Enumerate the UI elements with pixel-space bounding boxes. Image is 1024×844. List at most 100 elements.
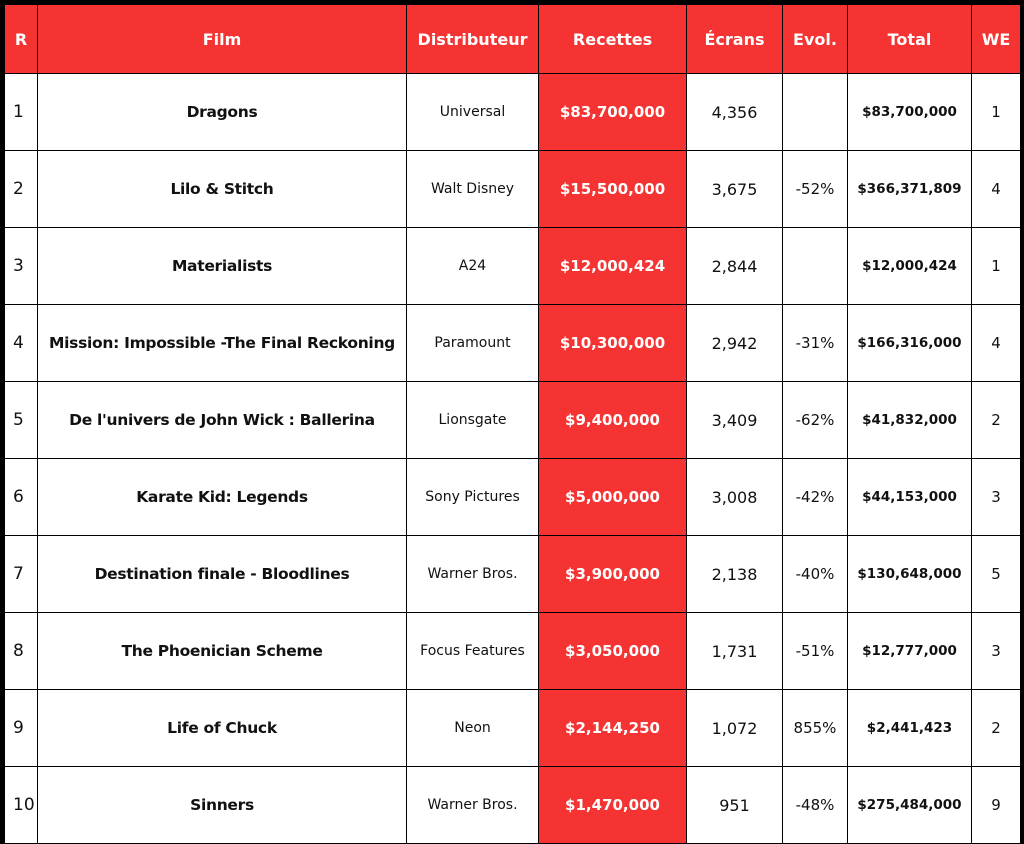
table-cell: $10,300,000 (538, 304, 687, 382)
table-cell: 6 (4, 458, 38, 536)
table-cell: Warner Bros. (406, 535, 539, 613)
column-header: Écrans (686, 4, 783, 74)
table-cell: Sony Pictures (406, 458, 539, 536)
table-row: 1 Dragons Universal $83,700,000 4,356 $83,700… (4, 73, 1021, 151)
table-cell: 4 (971, 150, 1021, 228)
table-cell: Sinners (37, 766, 407, 844)
table-cell: $83,700,000 (538, 73, 687, 151)
header-row: R Film Distributeur Recettes Écrans Evol. Tota… (4, 4, 1021, 74)
table-cell: $166,316,000 (847, 304, 972, 382)
table-row: 9 Life of Chuck Neon $2,144,250 1,072 855% $2,… (4, 689, 1021, 767)
table-cell: Paramount (406, 304, 539, 382)
table-cell: 5 (971, 535, 1021, 613)
table-header: R Film Distributeur Recettes Écrans Evol. Tota… (4, 4, 1021, 74)
table-cell: -42% (782, 458, 848, 536)
table-cell: Walt Disney (406, 150, 539, 228)
table-cell: $12,777,000 (847, 612, 972, 690)
table-row: 5 De l'univers de John Wick : Ballerina Li… (4, 381, 1021, 459)
table-cell: 1 (971, 227, 1021, 305)
table-cell: Neon (406, 689, 539, 767)
table-cell: 3,008 (686, 458, 783, 536)
table-cell: 2 (971, 381, 1021, 459)
table-row: 2 Lilo & Stitch Walt Disney $15,500,000 3,67… (4, 150, 1021, 228)
table-cell: De l'univers de John Wick : Ballerina (37, 381, 407, 459)
table-cell: $1,470,000 (538, 766, 687, 844)
box-office-table: R Film Distributeur Recettes Écrans Evol. Tota… (4, 4, 1021, 844)
table-cell: $83,700,000 (847, 73, 972, 151)
table-cell: 5 (4, 381, 38, 459)
table-cell: $12,000,424 (847, 227, 972, 305)
table-cell: 3 (971, 612, 1021, 690)
table-cell: 1 (971, 73, 1021, 151)
table-cell (782, 73, 848, 151)
table-cell: -62% (782, 381, 848, 459)
table-cell: 2,138 (686, 535, 783, 613)
table-cell: 951 (686, 766, 783, 844)
table-cell: -52% (782, 150, 848, 228)
table-cell: 2 (971, 689, 1021, 767)
table-cell: 9 (971, 766, 1021, 844)
table-cell: 7 (4, 535, 38, 613)
table-row: 8 The Phoenician Scheme Focus Features $3,0… (4, 612, 1021, 690)
column-header: Distributeur (406, 4, 539, 74)
table-cell: 10 (4, 766, 38, 844)
column-header: Evol. (782, 4, 848, 74)
column-header: Total (847, 4, 972, 74)
table-cell: -31% (782, 304, 848, 382)
table-cell: $2,144,250 (538, 689, 687, 767)
table-cell (782, 227, 848, 305)
table-cell: Destination finale - Bloodlines (37, 535, 407, 613)
table-cell: 1 (4, 73, 38, 151)
table-cell: $5,000,000 (538, 458, 687, 536)
table-cell: Lilo & Stitch (37, 150, 407, 228)
table-row: 4 Mission: Impossible -The Final Reckonin… (4, 304, 1021, 382)
column-header: WE (971, 4, 1021, 74)
table-cell: $15,500,000 (538, 150, 687, 228)
table-cell: 4,356 (686, 73, 783, 151)
table-cell: 2,942 (686, 304, 783, 382)
table-cell: $3,900,000 (538, 535, 687, 613)
table-cell: 3 (971, 458, 1021, 536)
table-cell: $12,000,424 (538, 227, 687, 305)
table-body: 1 Dragons Universal $83,700,000 4,356 $83,700… (4, 73, 1021, 844)
table-cell: Life of Chuck (37, 689, 407, 767)
table-cell: -40% (782, 535, 848, 613)
table-cell: $130,648,000 (847, 535, 972, 613)
column-header: R (4, 4, 38, 74)
table-row: 10 Sinners Warner Bros. $1,470,000 951 -48% $2… (4, 766, 1021, 844)
table-cell: Karate Kid: Legends (37, 458, 407, 536)
table-cell: 9 (4, 689, 38, 767)
table-cell: 855% (782, 689, 848, 767)
table-cell: 8 (4, 612, 38, 690)
table-cell: Warner Bros. (406, 766, 539, 844)
table-cell: -51% (782, 612, 848, 690)
table-cell: A24 (406, 227, 539, 305)
table-cell: Dragons (37, 73, 407, 151)
table-cell: $275,484,000 (847, 766, 972, 844)
table-row: 3 Materialists A24 $12,000,424 2,844 $12,000,… (4, 227, 1021, 305)
column-header: Film (37, 4, 407, 74)
table-cell: 2 (4, 150, 38, 228)
table-cell: Lionsgate (406, 381, 539, 459)
table-cell: 1,731 (686, 612, 783, 690)
table-cell: 3,409 (686, 381, 783, 459)
table-cell: 1,072 (686, 689, 783, 767)
table-cell: $41,832,000 (847, 381, 972, 459)
table-cell: 2,844 (686, 227, 783, 305)
table-cell: $9,400,000 (538, 381, 687, 459)
table-cell: -48% (782, 766, 848, 844)
table-cell: $2,441,423 (847, 689, 972, 767)
table-cell: $3,050,000 (538, 612, 687, 690)
table-cell: The Phoenician Scheme (37, 612, 407, 690)
column-header: Recettes (538, 4, 687, 74)
table-cell: Focus Features (406, 612, 539, 690)
table-cell: 3,675 (686, 150, 783, 228)
table-cell: 3 (4, 227, 38, 305)
table-cell: $366,371,809 (847, 150, 972, 228)
table-row: 6 Karate Kid: Legends Sony Pictures $5,000,… (4, 458, 1021, 536)
table-cell: 4 (971, 304, 1021, 382)
table-cell: $44,153,000 (847, 458, 972, 536)
table-cell: Mission: Impossible -The Final Reckoning (37, 304, 407, 382)
table-cell: Universal (406, 73, 539, 151)
